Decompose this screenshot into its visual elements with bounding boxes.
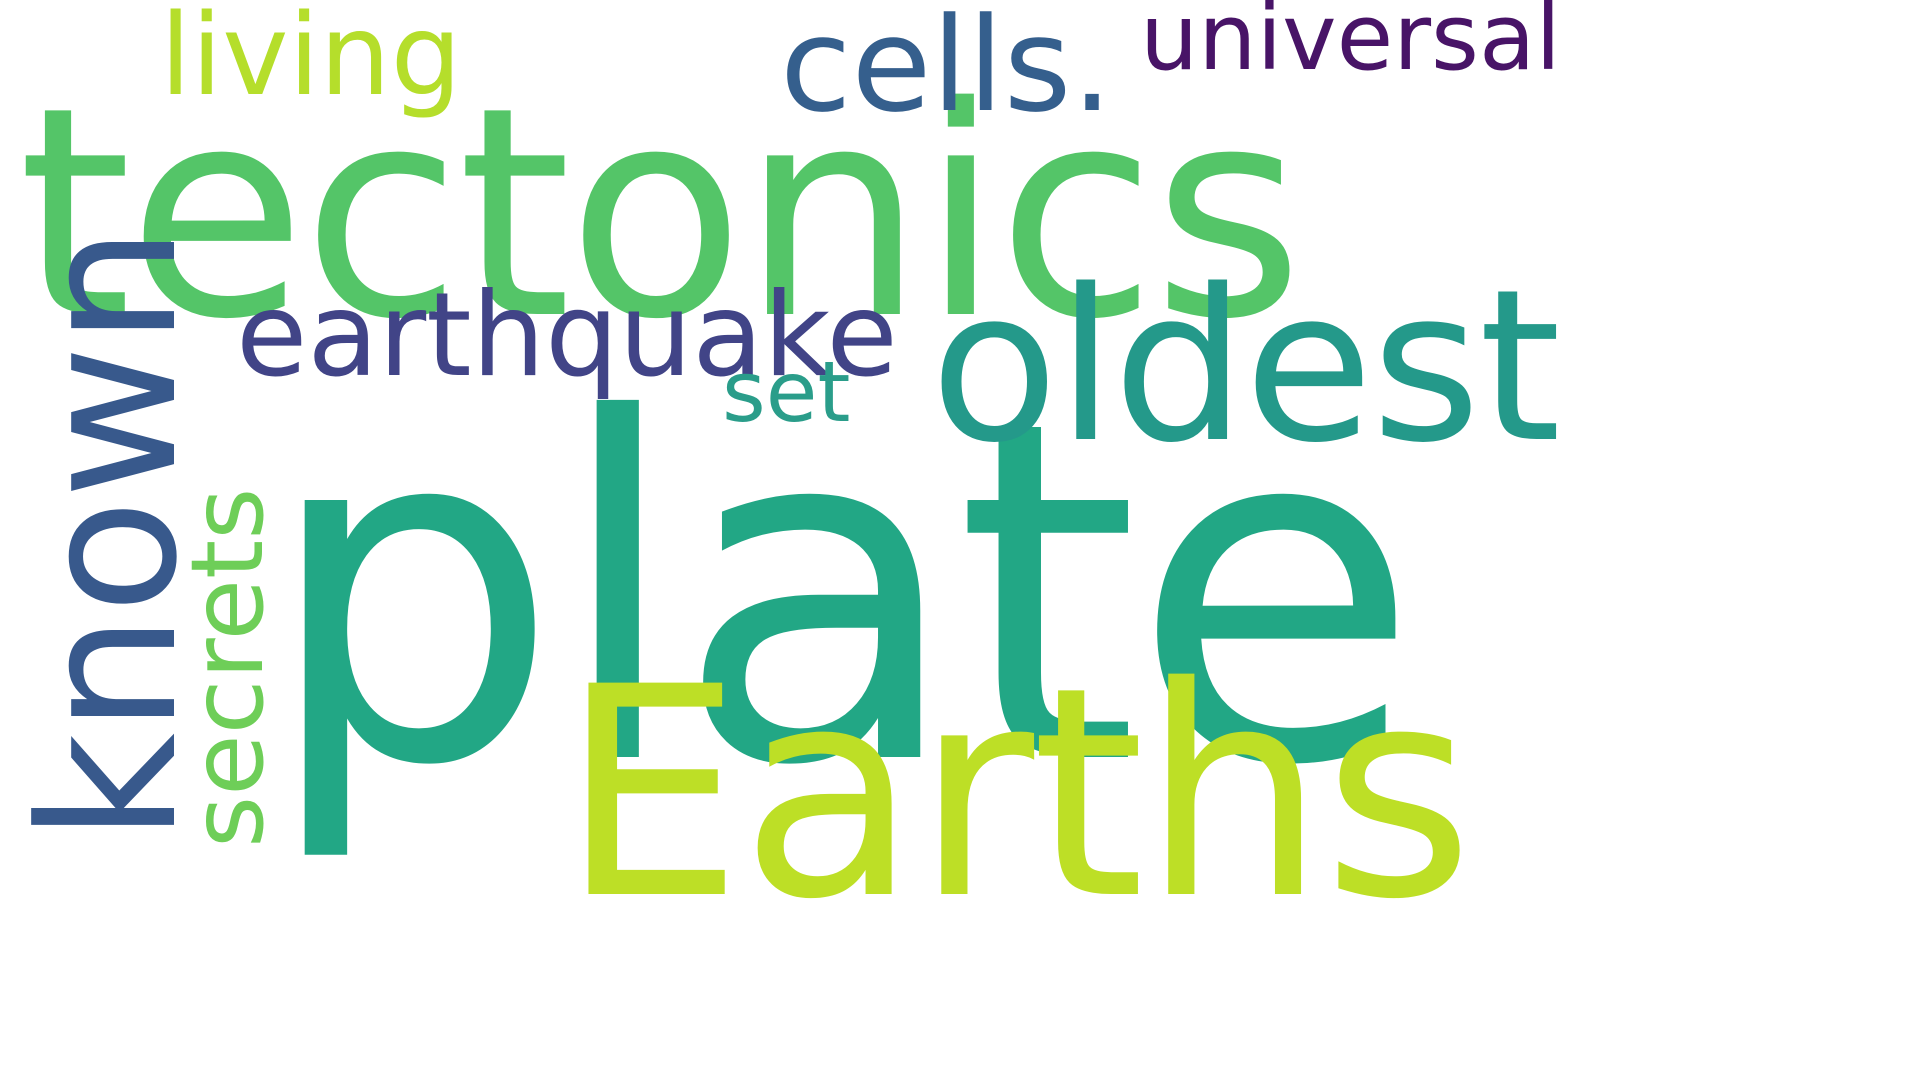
word-cells: cells. — [780, 0, 1113, 141]
word-earths: Earths — [560, 626, 1474, 963]
word-universal: universal — [1140, 0, 1561, 91]
word-secrets: secrets — [169, 487, 286, 848]
word-living: living — [160, 0, 462, 121]
word-oldest: oldest — [930, 244, 1561, 489]
word-set: set — [722, 343, 851, 441]
word-plate: plate — [262, 321, 1420, 868]
word-tectonics: tectonics — [18, 46, 1304, 383]
word-earthquake: earthquake — [236, 268, 898, 403]
